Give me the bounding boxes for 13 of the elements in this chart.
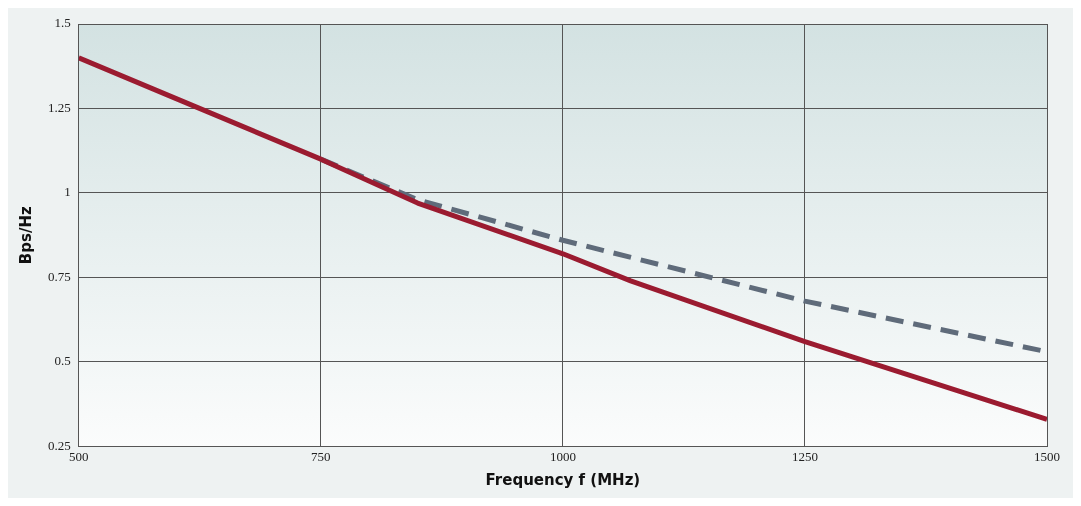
y-axis-title: Bps/Hz xyxy=(16,206,35,265)
y-tick-label: 0.25 xyxy=(48,437,71,453)
y-tick-label: 1.5 xyxy=(54,15,71,31)
x-tick-label: 1000 xyxy=(549,448,576,464)
y-tick-label: 0.75 xyxy=(48,268,71,284)
y-tick-label: 0.5 xyxy=(54,353,71,369)
x-tick-label: 1250 xyxy=(791,448,818,464)
x-tick-label: 500 xyxy=(69,448,89,464)
x-tick-label: 750 xyxy=(311,448,331,464)
y-tick-label: 1 xyxy=(64,184,71,200)
x-tick-label: 1500 xyxy=(1034,448,1060,464)
x-axis-title: Frequency f (MHz) xyxy=(485,470,641,489)
y-tick-label: 1.25 xyxy=(48,99,71,115)
